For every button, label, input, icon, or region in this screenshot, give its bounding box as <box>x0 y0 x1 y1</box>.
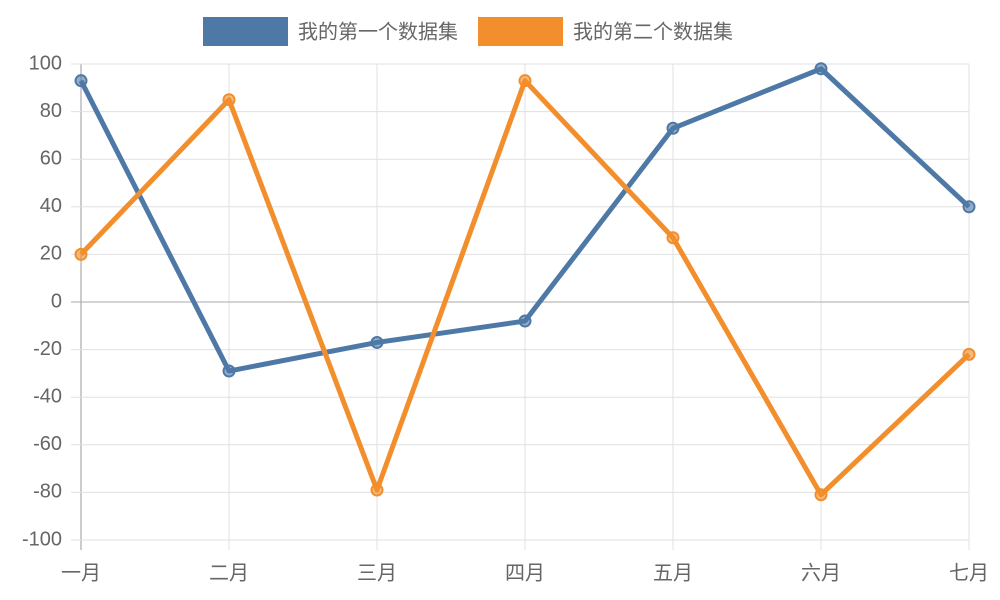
data-point <box>814 488 828 502</box>
data-point <box>814 62 828 76</box>
data-point <box>222 364 236 378</box>
y-tick-label: 40 <box>40 195 62 217</box>
data-point <box>666 231 680 245</box>
legend-label: 我的第一个数据集 <box>298 20 458 43</box>
data-point <box>518 314 532 328</box>
y-tick-label: 0 <box>51 290 62 312</box>
data-point <box>518 74 532 88</box>
y-tick-label: -40 <box>33 385 62 407</box>
y-tick-label: 60 <box>40 147 62 169</box>
x-tick-label: 五月 <box>653 562 693 584</box>
data-point <box>74 247 88 261</box>
x-tick-label: 一月 <box>61 562 101 584</box>
data-point <box>370 483 384 497</box>
y-tick-label: -80 <box>33 481 62 503</box>
x-tick-label: 六月 <box>801 561 841 584</box>
data-point <box>962 347 976 361</box>
legend-swatch <box>203 17 288 46</box>
data-point <box>370 335 384 349</box>
y-tick-label: -100 <box>22 528 62 550</box>
data-point <box>666 121 680 135</box>
y-tick-label: 80 <box>40 100 62 122</box>
legend-label: 我的第二个数据集 <box>573 20 733 43</box>
legend-swatch <box>478 17 563 46</box>
y-tick-label: 20 <box>40 243 62 265</box>
data-point <box>222 93 236 107</box>
x-tick-label: 三月 <box>357 562 397 584</box>
y-tick-label: 100 <box>29 52 62 74</box>
data-point <box>962 200 976 214</box>
x-tick-label: 七月 <box>949 561 989 584</box>
x-tick-label: 二月 <box>209 562 249 584</box>
data-point <box>74 74 88 88</box>
y-tick-label: -20 <box>33 338 62 360</box>
x-tick-label: 四月 <box>505 562 545 584</box>
y-tick-label: -60 <box>33 433 62 455</box>
